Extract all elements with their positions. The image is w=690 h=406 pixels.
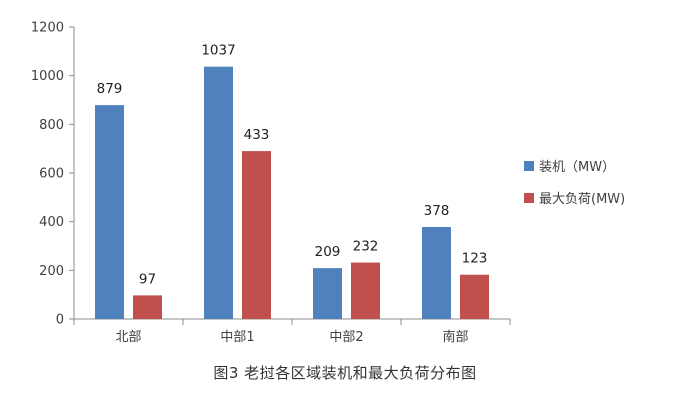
x-tick-label: 中部1 [220,330,254,345]
x-tick-label: 中部2 [329,330,363,345]
x-tick-label: 南部 [442,329,468,345]
y-tick-label: 200 [39,264,64,279]
legend-swatch [524,161,534,171]
legend-label: 装机（MW） [539,160,615,175]
y-tick-label: 400 [39,215,64,230]
data-label: 232 [353,239,379,255]
y-tick-label: 1000 [31,69,64,84]
bar-labels: 879 1037 209 378 97 433 232 123 [97,43,488,288]
bar-capacity [204,66,233,319]
y-tick-label: 600 [39,167,64,182]
y-tick-label: 0 [56,313,64,328]
y-tick-label: 1200 [31,21,64,36]
bar-capacity [95,105,124,319]
bar-max-load [242,151,271,319]
data-label: 879 [97,81,123,97]
data-label: 97 [139,271,156,287]
bar-capacity [422,227,451,319]
bars [95,66,489,319]
data-label: 1037 [201,43,235,59]
data-label: 378 [424,203,450,219]
data-label: 433 [244,127,270,143]
legend-swatch [524,193,534,203]
figure-caption: 图3 老挝各区域装机和最大负荷分布图 [213,364,477,382]
data-label: 123 [462,251,488,267]
legend: 装机（MW） 最大负荷(MW) [524,160,625,207]
legend-label: 最大负荷(MW) [539,192,625,207]
y-tick-label: 800 [39,118,64,133]
x-tick-label: 北部 [115,330,141,345]
y-axis: 0 200 400 600 800 1000 1200 [31,21,75,328]
bar-max-load [460,274,489,319]
data-label: 209 [315,244,341,260]
bar-max-load [133,295,162,319]
bar-max-load [351,262,380,319]
bar-capacity [313,268,342,319]
